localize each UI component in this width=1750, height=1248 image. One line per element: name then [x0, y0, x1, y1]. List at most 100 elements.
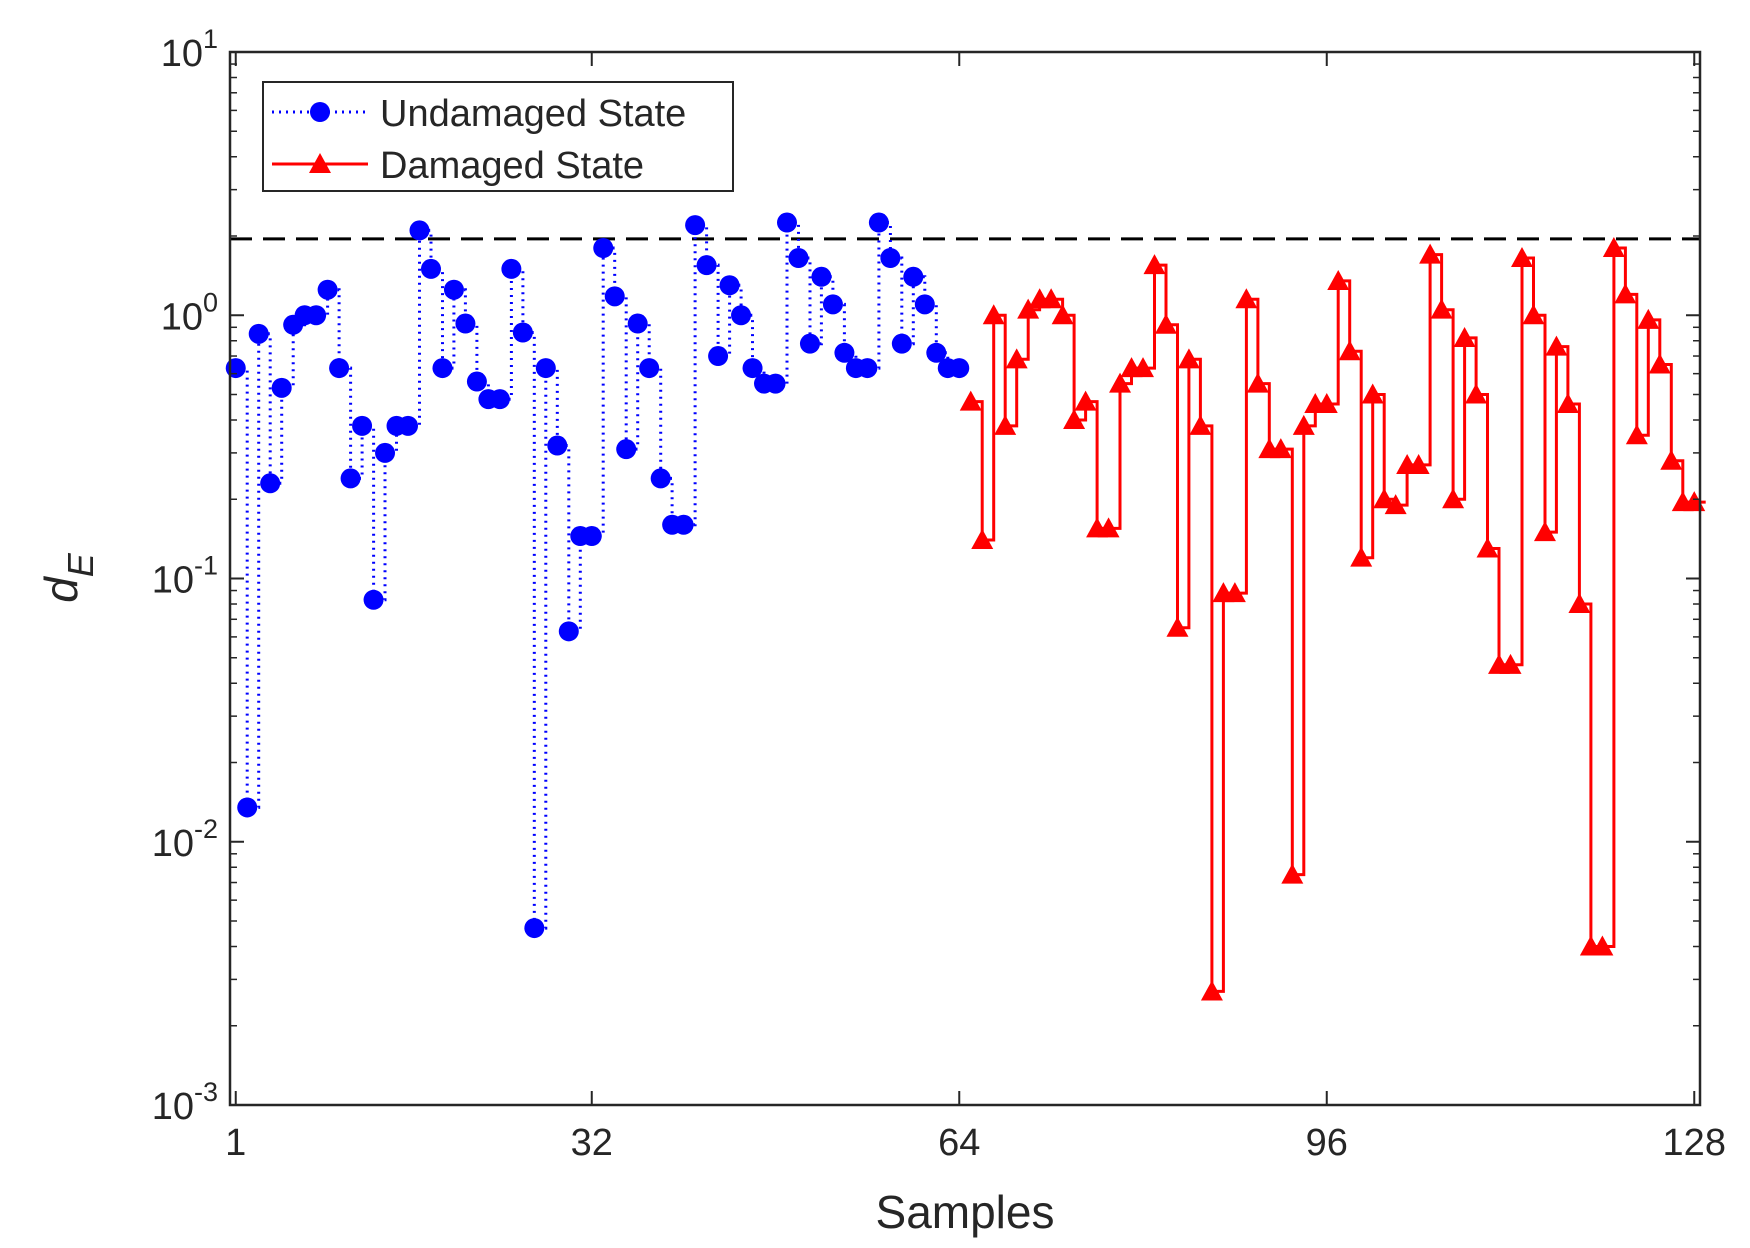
- series-1-point: [1315, 393, 1338, 414]
- series-1-point: [1269, 438, 1292, 459]
- series-0-point: [604, 286, 625, 307]
- legend-marker-undamaged: [310, 102, 330, 122]
- series-0-point: [501, 258, 522, 279]
- series-1-point: [1350, 546, 1373, 567]
- series-1-point: [1533, 521, 1556, 542]
- series-1-point: [1051, 304, 1074, 325]
- series-1-point: [1005, 348, 1028, 369]
- x-axis-label: Samples: [876, 1186, 1055, 1238]
- series-0-point: [443, 279, 464, 300]
- series-1-point: [1200, 980, 1223, 1001]
- x-tick-label-0: 1: [225, 1122, 246, 1164]
- series-1-point: [1442, 488, 1465, 509]
- y-tick-label-2: 10-1: [152, 551, 218, 602]
- series-1-point: [1327, 269, 1350, 290]
- x-tick-label-4: 128: [1663, 1122, 1726, 1164]
- legend-label-damaged: Damaged State: [380, 145, 644, 187]
- series-1-point: [1109, 372, 1132, 393]
- series-1-point: [1522, 304, 1545, 325]
- series-1-point: [1637, 308, 1660, 329]
- plot-background: [230, 52, 1700, 1105]
- series-0-point: [673, 514, 694, 535]
- y-axis-label: dE: [35, 552, 101, 603]
- x-tick-label-2: 64: [938, 1122, 980, 1164]
- series-0-point: [765, 373, 786, 394]
- series-0-point: [742, 358, 763, 379]
- series-1-point: [1568, 593, 1591, 614]
- series-0-point: [524, 918, 545, 939]
- series-1-point: [1407, 453, 1430, 474]
- series-1-point: [1074, 390, 1097, 411]
- series-1-point: [1476, 537, 1499, 558]
- y-axis-label-base: d: [35, 576, 87, 603]
- series-0-point: [432, 358, 453, 379]
- series-0-point: [317, 279, 338, 300]
- legend-label-undamaged: Undamaged State: [380, 93, 686, 135]
- series-1-point: [1189, 414, 1212, 435]
- series-0-point: [581, 526, 602, 547]
- series-0-point: [708, 346, 729, 367]
- series-1-point: [1625, 424, 1648, 445]
- series-1-point: [1556, 393, 1579, 414]
- legend-marker-damaged: [309, 153, 331, 173]
- series-0-point: [237, 797, 258, 818]
- legend: Undamaged State Damaged State: [262, 81, 734, 192]
- series-0-point: [558, 621, 579, 642]
- series-1-point: [1132, 357, 1155, 378]
- series-0-point: [627, 313, 648, 334]
- series-1-point: [1223, 582, 1246, 603]
- series-1-point: [1097, 517, 1120, 538]
- legend-box: [262, 81, 734, 192]
- svg-text:dE: dE: [35, 552, 101, 603]
- series-0-point: [731, 305, 752, 326]
- series-0-point: [903, 266, 924, 287]
- series-1-point: [1017, 298, 1040, 319]
- series-0-point: [776, 212, 797, 233]
- series-1-point: [982, 304, 1005, 325]
- y-tick-label-0: 101: [161, 24, 218, 75]
- series-0-point: [489, 389, 510, 410]
- series-0-point: [914, 294, 935, 315]
- series-0-point: [616, 439, 637, 460]
- x-tick-label-3: 96: [1306, 1122, 1348, 1164]
- series-0-point: [857, 358, 878, 379]
- series-1-point: [1361, 383, 1384, 404]
- series-0-point: [650, 468, 671, 489]
- series-0-point: [593, 238, 614, 259]
- y-axis-label-subscript: E: [60, 552, 101, 577]
- series-1-point: [1499, 653, 1522, 674]
- series-0-point: [547, 435, 568, 456]
- series-1-point: [959, 390, 982, 411]
- series-0-point: [926, 342, 947, 363]
- series-0-point: [260, 473, 281, 494]
- series-0-point: [685, 215, 706, 236]
- series-0-point: [868, 212, 889, 233]
- series-0-point: [535, 358, 556, 379]
- series-0-point: [696, 255, 717, 276]
- series-0-point: [811, 266, 832, 287]
- series-1-point: [1292, 414, 1315, 435]
- series-1-point: [1235, 288, 1258, 309]
- series-layer: [225, 212, 1706, 1001]
- series-1-point: [1281, 863, 1304, 884]
- series-1-point: [1430, 298, 1453, 319]
- series-1-point: [1648, 353, 1671, 374]
- series-0-point: [799, 333, 820, 354]
- series-0-point: [822, 294, 843, 315]
- series-1-point: [1177, 348, 1200, 369]
- series-0-point: [719, 275, 740, 296]
- series-0-point: [409, 220, 430, 241]
- series-1-point: [1660, 449, 1683, 470]
- series-1-point: [1453, 326, 1476, 347]
- series-0-point: [949, 358, 970, 379]
- series-0-point: [375, 442, 396, 463]
- series-1-point: [1246, 372, 1269, 393]
- series-1-point: [1338, 340, 1361, 361]
- series-1-point: [971, 529, 994, 550]
- series-0-point: [420, 258, 441, 279]
- series-1-point: [1614, 283, 1637, 304]
- y-tick-label-3: 10-2: [152, 814, 218, 865]
- series-0-point: [398, 415, 419, 436]
- series-1-point: [1384, 494, 1407, 515]
